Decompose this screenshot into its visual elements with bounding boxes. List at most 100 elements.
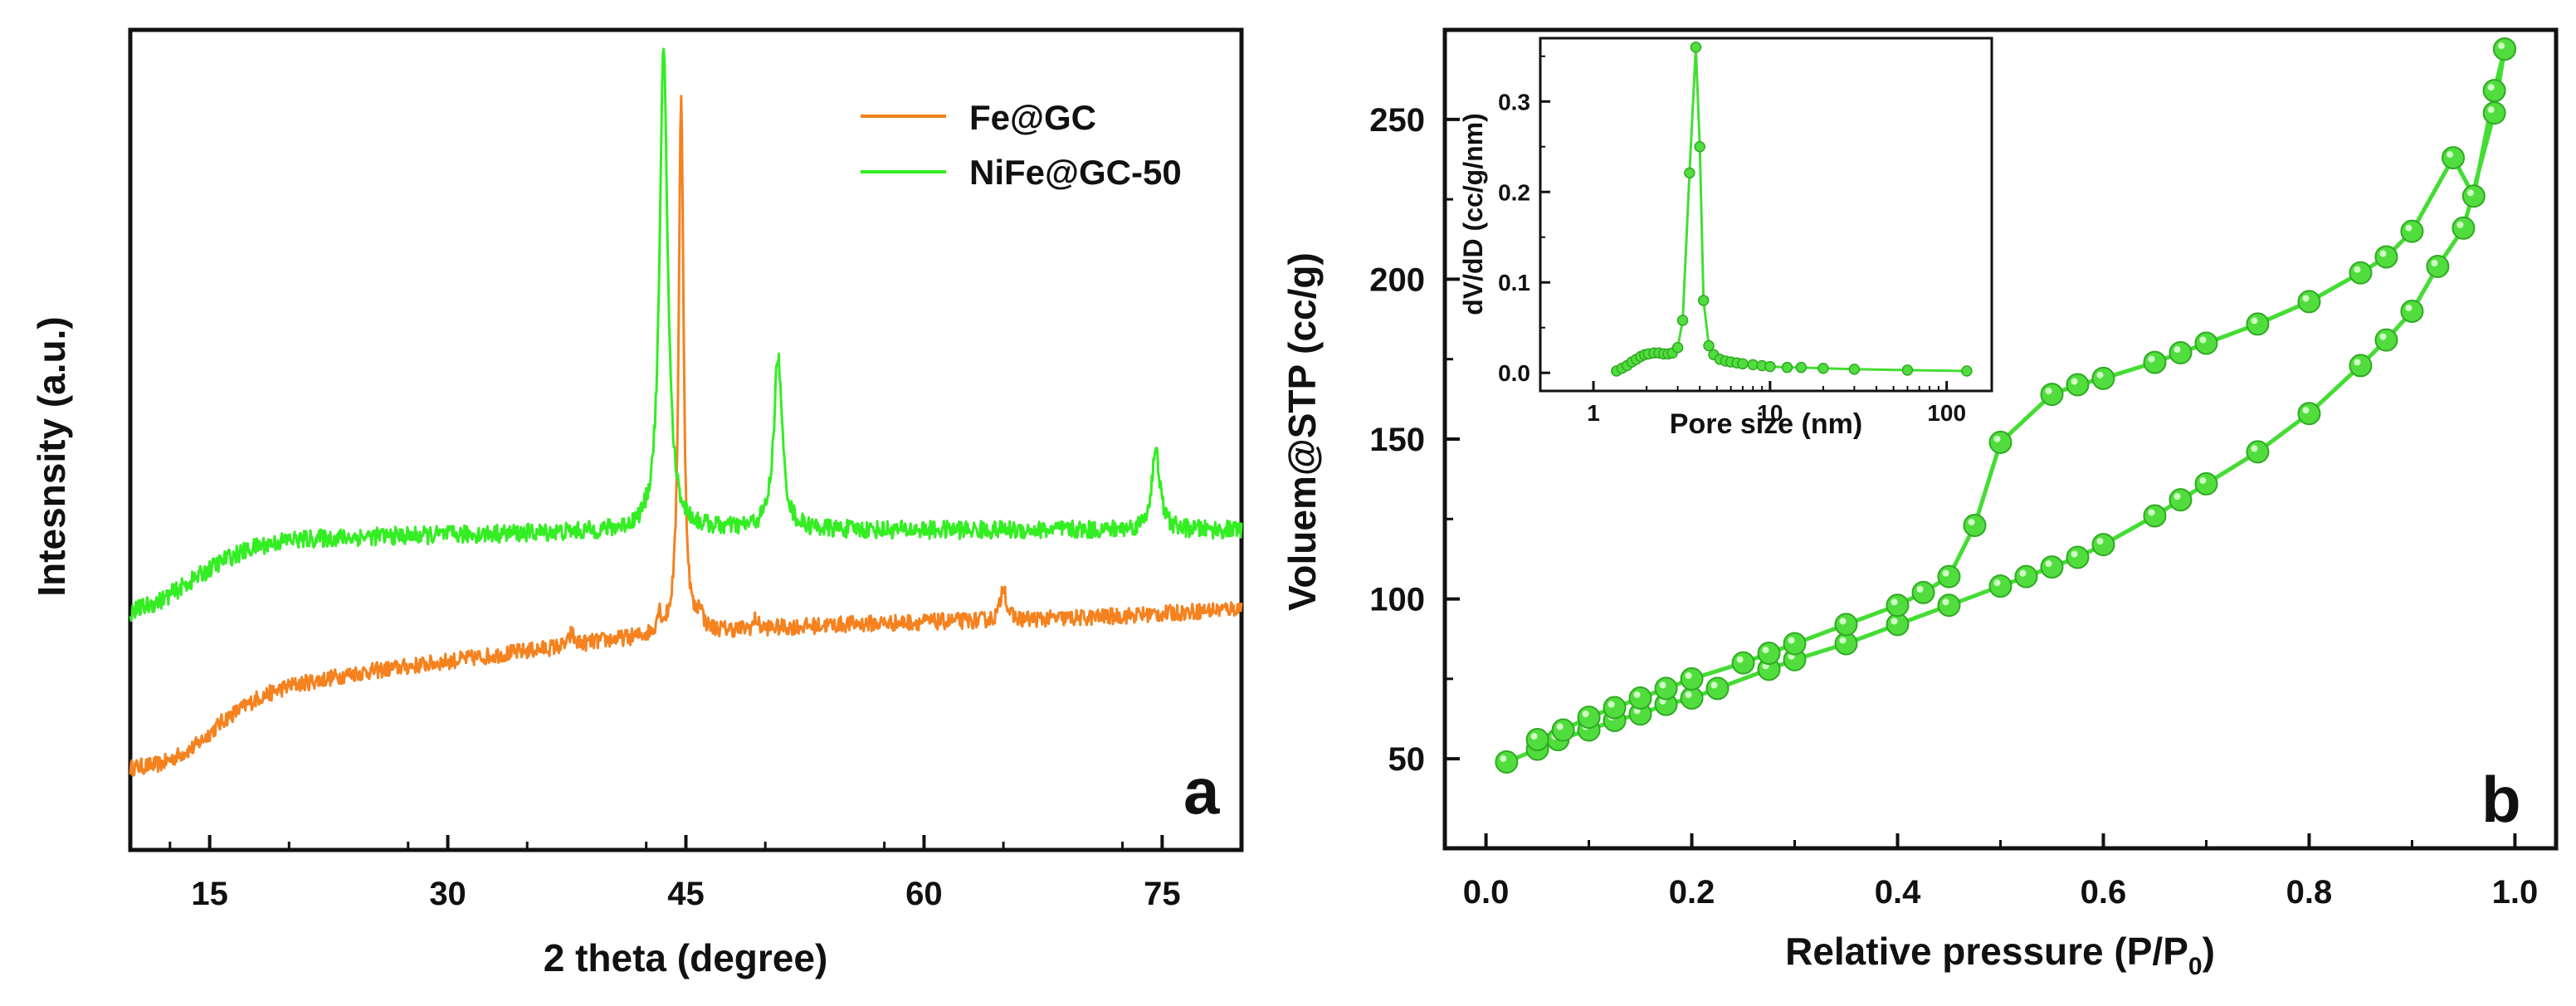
adsorption-point-highlight — [2045, 560, 2052, 568]
inset-point — [1737, 358, 1749, 370]
inset-point — [1690, 42, 1702, 53]
inset-x-tick-label: 10 — [1757, 400, 1783, 426]
desorption-point-highlight — [1942, 569, 1949, 577]
adsorption-point-highlight — [1685, 691, 1692, 698]
adsorption-point-highlight — [2251, 445, 2258, 452]
desorption-point-highlight — [1968, 518, 1975, 525]
panel-b-letter: b — [2481, 763, 2521, 836]
panel-b-isotherm-chart: 0.0 0.2 0.4 0.6 0.8 1.0 50 100 150 200 250 Voluem… — [1281, 27, 2559, 980]
adsorption-point — [2426, 255, 2450, 279]
adsorption-point — [2066, 545, 2090, 569]
desorption-point-highlight — [1788, 637, 1795, 644]
desorption-point — [1757, 642, 1781, 666]
desorption-point-highlight — [2251, 317, 2258, 325]
adsorption-point — [2014, 564, 2038, 588]
inset-point — [1781, 361, 1793, 374]
panel-a-series-group — [129, 47, 1243, 777]
inset-point — [1703, 339, 1715, 352]
desorption-point — [2194, 331, 2218, 355]
desorption-point-highlight — [1839, 618, 1847, 625]
desorption-point — [1783, 632, 1807, 656]
desorption-point — [2143, 350, 2167, 374]
inset-y-ticks: 0.0 0.1 0.2 0.3 — [1498, 55, 1550, 386]
desorption-point-highlight — [2302, 295, 2310, 302]
x-tick-label: 1.0 — [2492, 874, 2539, 911]
desorption-point — [2349, 261, 2373, 285]
xrd-series-nife-gc-50 — [129, 47, 1243, 623]
adsorption-point-highlight — [2199, 476, 2207, 484]
inset-x-ticks: 1 10 100 — [1587, 381, 1966, 426]
desorption-point-highlight — [2447, 151, 2454, 159]
adsorption-point — [2246, 440, 2270, 464]
adsorption-point-highlight — [1710, 681, 1718, 689]
inset-point — [1817, 363, 1829, 374]
desorption-point-highlight — [2498, 42, 2505, 50]
desorption-point-highlight — [1530, 733, 1538, 740]
desorption-point — [1937, 564, 1961, 588]
x-tick-label: 60 — [905, 876, 943, 912]
adsorption-point-highlight — [2431, 260, 2438, 267]
desorption-point-highlight — [1633, 691, 1641, 698]
desorption-point — [2040, 383, 2064, 407]
legend-label-fe-gc: Fe@GC — [969, 98, 1096, 137]
inset-y-tick-label: 0.2 — [1498, 179, 1530, 205]
desorption-point-highlight — [2466, 189, 2474, 197]
desorption-point — [2400, 219, 2424, 243]
inset-series-group — [1611, 42, 1973, 377]
desorption-point — [2066, 373, 2090, 397]
adsorption-point-highlight — [2071, 550, 2078, 558]
adsorption-point — [1886, 613, 1910, 637]
y-tick-label: 250 — [1369, 102, 1425, 139]
x-tick-label: 0.6 — [2081, 874, 2127, 911]
panel-a-x-axis-label: 2 theta (degree) — [544, 936, 828, 979]
adsorption-point-highlight — [2096, 538, 2104, 545]
inset-point — [1694, 141, 1705, 153]
desorption-point-highlight — [1659, 681, 1666, 689]
x-tick-label: 0.8 — [2286, 874, 2333, 911]
panel-a-x-ticks: 15 30 45 60 75 — [168, 835, 1181, 912]
desorption-point-highlight — [1762, 647, 1769, 654]
inset-point — [1901, 364, 1914, 376]
adsorption-point-highlight — [2456, 221, 2464, 228]
desorption-point — [1911, 580, 1935, 604]
panel-a-letter: a — [1183, 754, 1220, 828]
inset-point — [1671, 341, 1684, 354]
desorption-point-highlight — [1891, 598, 1898, 606]
inset-x-axis-label: Pore size (nm) — [1670, 408, 1862, 440]
adsorption-point-highlight — [1993, 579, 2001, 587]
adsorption-point-highlight — [1891, 618, 1898, 625]
desorption-point — [2461, 184, 2486, 208]
desorption-point — [1886, 593, 1910, 618]
adsorption-point-highlight — [2302, 407, 2310, 414]
desorption-point-highlight — [2174, 346, 2181, 354]
adsorption-point-highlight — [1942, 598, 1949, 606]
adsorption-point — [2452, 216, 2476, 240]
adsorption-point — [2091, 533, 2115, 557]
desorption-point — [2482, 79, 2506, 103]
desorption-point — [1988, 430, 2013, 454]
desorption-point-highlight — [2354, 266, 2361, 273]
x-tick-label: 15 — [191, 876, 228, 912]
adsorption-point-highlight — [2148, 509, 2155, 516]
inset-background — [1540, 38, 1992, 391]
adsorption-point-highlight — [1500, 755, 1507, 763]
inset-point — [1795, 361, 1808, 374]
inset-point — [1747, 359, 1759, 371]
adsorption-point — [2374, 328, 2398, 352]
desorption-point — [1628, 686, 1652, 710]
desorption-point-highlight — [2379, 250, 2387, 257]
desorption-point — [1731, 651, 1755, 675]
legend-label-nife-gc-50: NiFe@GC-50 — [969, 153, 1182, 192]
inset-y-tick-label: 0.0 — [1498, 360, 1530, 386]
desorption-point — [2091, 366, 2115, 390]
adsorption-point — [2482, 101, 2506, 125]
desorption-point-highlight — [2487, 84, 2495, 91]
adsorption-point — [1705, 676, 1730, 701]
desorption-point — [2169, 341, 2193, 365]
adsorption-point — [2169, 488, 2193, 512]
desorption-point — [1834, 613, 1858, 637]
desorption-point — [1963, 513, 1987, 537]
inset-y-tick-label: 0.3 — [1498, 89, 1530, 115]
desorption-point-highlight — [1916, 585, 1924, 593]
